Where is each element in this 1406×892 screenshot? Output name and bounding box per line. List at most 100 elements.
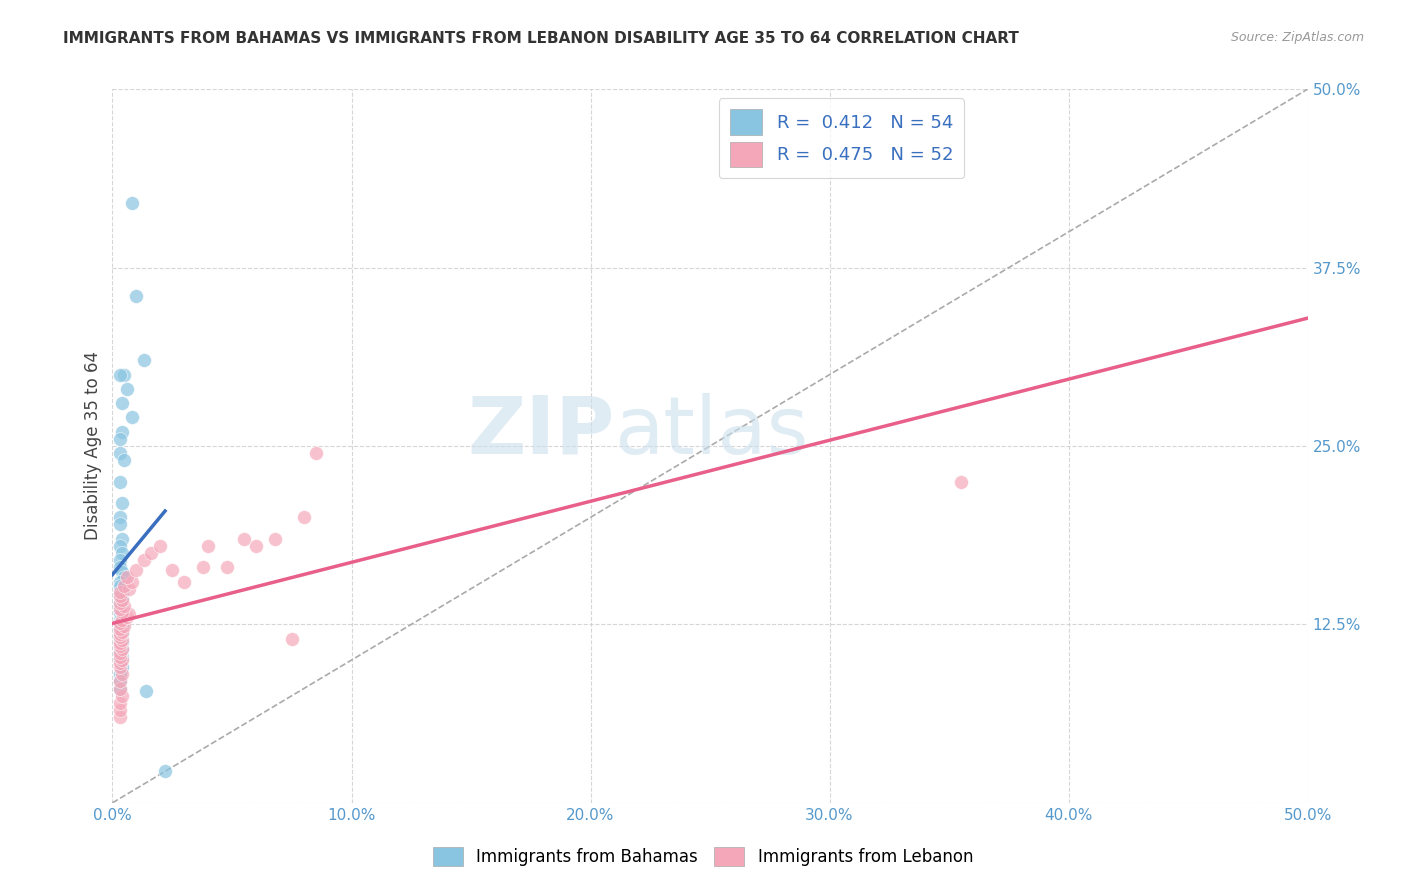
Point — [111, 619, 134, 633]
Point — [108, 646, 131, 660]
Point — [108, 560, 131, 574]
Point — [111, 605, 134, 619]
Point — [108, 681, 131, 696]
Point — [108, 639, 131, 653]
Point — [108, 368, 131, 382]
Point — [153, 764, 176, 779]
Point — [111, 425, 134, 439]
Point — [292, 510, 315, 524]
Point — [111, 593, 134, 607]
Point — [108, 622, 131, 636]
Point — [108, 599, 131, 613]
Point — [111, 624, 134, 639]
Point — [108, 584, 131, 599]
Point — [281, 632, 304, 646]
Point — [264, 532, 287, 546]
Point — [108, 574, 131, 589]
Point — [118, 607, 141, 622]
Point — [108, 681, 131, 696]
Point — [114, 619, 135, 633]
Point — [108, 667, 131, 681]
Point — [111, 650, 134, 665]
Point — [111, 641, 134, 656]
Point — [108, 674, 131, 689]
Point — [245, 539, 267, 553]
Point — [193, 560, 215, 574]
Point — [108, 710, 131, 724]
Legend: R =  0.412   N = 54, R =  0.475   N = 52: R = 0.412 N = 54, R = 0.475 N = 52 — [718, 98, 965, 178]
Point — [197, 539, 219, 553]
Point — [162, 563, 183, 577]
Point — [111, 667, 134, 681]
Point — [121, 196, 143, 211]
Point — [111, 660, 134, 674]
Point — [121, 410, 143, 425]
Point — [108, 579, 131, 593]
Point — [108, 475, 131, 489]
Point — [108, 596, 131, 610]
Point — [108, 432, 131, 446]
Point — [132, 553, 155, 567]
Point — [111, 532, 134, 546]
Point — [108, 660, 131, 674]
Point — [108, 539, 131, 553]
Point — [111, 610, 134, 624]
Point — [111, 689, 134, 703]
Point — [149, 539, 172, 553]
Point — [135, 684, 157, 698]
Point — [111, 546, 134, 560]
Point — [108, 446, 131, 460]
Point — [125, 563, 148, 577]
Point — [108, 622, 131, 636]
Point — [950, 475, 973, 489]
Point — [115, 570, 138, 584]
Point — [108, 601, 131, 615]
Point — [233, 532, 256, 546]
Point — [108, 606, 131, 620]
Point — [108, 596, 131, 610]
Point — [108, 630, 131, 644]
Point — [108, 653, 131, 667]
Point — [121, 574, 143, 589]
Point — [173, 574, 195, 589]
Point — [111, 603, 134, 617]
Point — [108, 648, 131, 662]
Point — [108, 553, 131, 567]
Point — [108, 630, 131, 644]
Point — [139, 546, 162, 560]
Point — [111, 633, 134, 648]
Point — [108, 703, 131, 717]
Text: Source: ZipAtlas.com: Source: ZipAtlas.com — [1230, 31, 1364, 45]
Point — [111, 613, 134, 627]
Point — [114, 579, 135, 593]
Point — [108, 644, 131, 658]
Point — [108, 674, 131, 689]
Point — [108, 589, 131, 603]
Point — [114, 570, 135, 584]
Point — [108, 696, 131, 710]
Point — [118, 582, 141, 596]
Point — [108, 627, 131, 641]
Point — [114, 453, 135, 467]
Point — [114, 599, 135, 613]
Point — [111, 591, 134, 606]
Point — [111, 565, 134, 579]
Point — [114, 368, 135, 382]
Point — [111, 641, 134, 656]
Y-axis label: Disability Age 35 to 64: Disability Age 35 to 64 — [84, 351, 103, 541]
Point — [108, 624, 131, 639]
Point — [108, 613, 131, 627]
Point — [111, 627, 134, 641]
Point — [108, 639, 131, 653]
Text: IMMIGRANTS FROM BAHAMAS VS IMMIGRANTS FROM LEBANON DISABILITY AGE 35 TO 64 CORRE: IMMIGRANTS FROM BAHAMAS VS IMMIGRANTS FR… — [63, 31, 1019, 46]
Point — [305, 446, 328, 460]
Legend: Immigrants from Bahamas, Immigrants from Lebanon: Immigrants from Bahamas, Immigrants from… — [425, 838, 981, 875]
Text: atlas: atlas — [614, 392, 808, 471]
Point — [111, 584, 134, 599]
Point — [108, 633, 131, 648]
Point — [125, 289, 148, 303]
Point — [108, 650, 131, 665]
Point — [108, 615, 131, 630]
Point — [111, 396, 134, 410]
Point — [111, 496, 134, 510]
